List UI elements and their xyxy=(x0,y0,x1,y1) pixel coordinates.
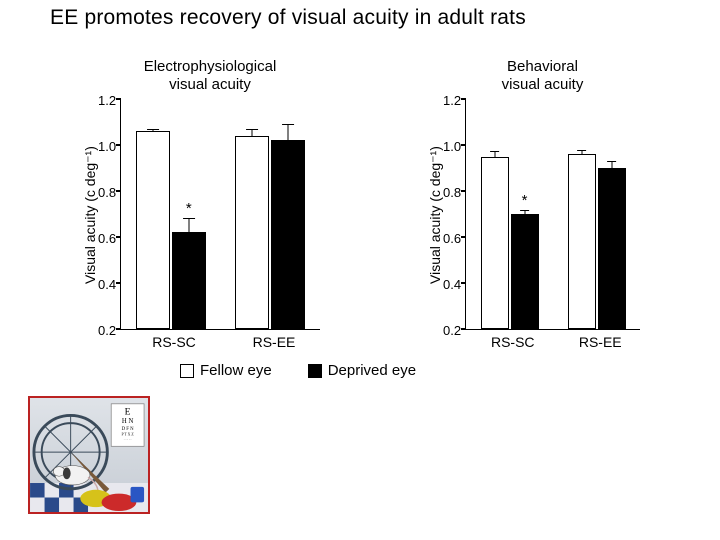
page-title: EE promotes recovery of visual acuity in… xyxy=(50,6,526,30)
x-tick-label: RS-EE xyxy=(557,334,645,350)
svg-text:- - - - -: - - - - - xyxy=(124,438,132,442)
plot-area: * xyxy=(465,100,640,330)
svg-text:P T X Z: P T X Z xyxy=(122,433,135,437)
eye-chart-icon: E H N D F N P T X Z - - - - - xyxy=(111,404,144,447)
legend-swatch-fellow xyxy=(180,364,194,378)
error-bar xyxy=(611,161,612,168)
error-cap xyxy=(490,151,500,152)
legend-fellow: Fellow eye xyxy=(180,362,272,379)
y-axis-label: Visual acuity (c deg⁻¹) xyxy=(80,100,98,330)
thumbnail: E H N D F N P T X Z - - - - - xyxy=(28,396,150,514)
error-bar xyxy=(288,124,289,140)
x-tick-label: RS-SC xyxy=(124,334,224,350)
x-tick-label: RS-EE xyxy=(224,334,324,350)
plot-area: * xyxy=(120,100,320,330)
bar-group xyxy=(553,99,640,329)
chart-title: Behavioralvisual acuity xyxy=(425,58,660,94)
error-bar xyxy=(581,151,582,156)
chart-title: Electrophysiologicalvisual acuity xyxy=(80,58,340,94)
bar-fellow xyxy=(568,154,596,329)
error-cap xyxy=(246,129,258,130)
error-bar xyxy=(494,152,495,158)
error-bar xyxy=(524,211,525,214)
bar-fellow xyxy=(235,136,269,329)
svg-text:D F N: D F N xyxy=(122,427,135,432)
bar-deprived: * xyxy=(172,232,206,329)
y-ticks: 1.21.00.80.60.40.2 xyxy=(443,100,465,330)
bars: * xyxy=(466,99,640,329)
bars: * xyxy=(121,99,320,329)
bar-deprived: * xyxy=(511,214,539,329)
error-cap xyxy=(147,129,159,130)
error-cap xyxy=(577,150,587,151)
bar-group xyxy=(221,99,321,329)
error-bar xyxy=(252,130,253,137)
legend: Fellow eye Deprived eye xyxy=(180,362,416,379)
error-bar xyxy=(188,219,189,233)
error-cap xyxy=(282,124,294,125)
bar-group: * xyxy=(121,99,221,329)
error-cap xyxy=(520,210,530,211)
chart-behav: Behavioralvisual acuity Visual acuity (c … xyxy=(425,58,660,350)
bar-fellow xyxy=(136,131,170,329)
x-ticks: RS-SCRS-EE xyxy=(469,334,644,350)
bar-group: * xyxy=(466,99,553,329)
error-cap xyxy=(183,218,195,219)
legend-swatch-deprived xyxy=(308,364,322,378)
y-ticks: 1.21.00.80.60.40.2 xyxy=(98,100,120,330)
chart-electro: Electrophysiologicalvisual acuity Visual … xyxy=(80,58,340,350)
significance-marker: * xyxy=(522,192,528,209)
legend-label-fellow: Fellow eye xyxy=(200,362,272,379)
x-ticks: RS-SCRS-EE xyxy=(124,334,324,350)
svg-text:H N: H N xyxy=(122,418,134,425)
bar-fellow xyxy=(481,157,509,330)
x-tick-label: RS-SC xyxy=(469,334,557,350)
error-cap xyxy=(607,161,617,162)
legend-deprived: Deprived eye xyxy=(308,362,416,379)
charts-container: Electrophysiologicalvisual acuity Visual … xyxy=(80,58,660,350)
significance-marker: * xyxy=(186,200,192,217)
bar-deprived xyxy=(271,140,305,329)
bar-deprived xyxy=(598,168,626,329)
y-axis-label: Visual acuity (c deg⁻¹) xyxy=(425,100,443,330)
legend-label-deprived: Deprived eye xyxy=(328,362,416,379)
svg-text:E: E xyxy=(125,406,131,417)
